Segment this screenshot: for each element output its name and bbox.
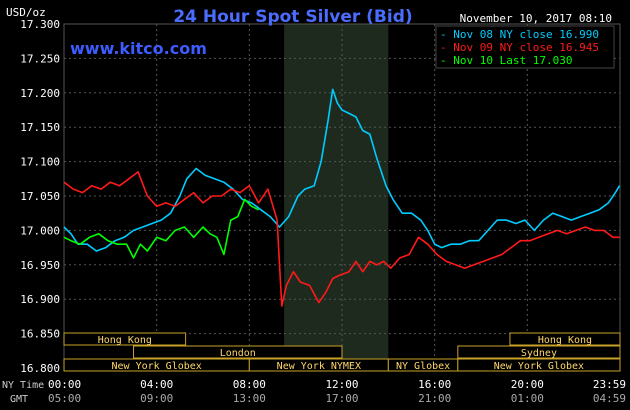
y-tick-label: 16.900 <box>20 293 60 306</box>
watermark: www.kitco.com <box>70 39 207 58</box>
x-tick-label-gmt: 17:00 <box>325 392 358 405</box>
grid-lines <box>64 23 620 369</box>
session-bar <box>509 332 621 346</box>
session-label: Sydney <box>521 348 557 359</box>
x-tick-label-ny: 20:00 <box>511 378 544 391</box>
x-tick-label-gmt: 01:00 <box>511 392 544 405</box>
series-layer <box>63 88 621 307</box>
x-tick-label-ny: 08:00 <box>233 378 266 391</box>
legend-item-nov10: - Nov 10 Last 17.030 <box>440 54 572 67</box>
x-tick-label-gmt: 05:00 <box>48 392 81 405</box>
ny-time-label: NY Time <box>2 380 44 391</box>
session-bar <box>457 358 621 372</box>
y-axis: 17.300 17.250 17.200 17.150 17.100 17.050 17.0… <box>20 18 60 375</box>
series-line-1 <box>63 171 620 307</box>
session-label: Hong Kong <box>98 335 152 346</box>
x-tick-label-gmt: 09:00 <box>140 392 173 405</box>
session-label: New York Globex <box>112 361 202 372</box>
x-tick-label-ny: 12:00 <box>325 378 358 391</box>
session-bar <box>457 345 621 359</box>
unit-label: USD/oz <box>6 6 46 19</box>
x-tick-label-gmt: 04:59 <box>593 392 626 405</box>
session-label: Hong Kong <box>538 335 592 346</box>
legend-item-nov08: - Nov 08 NY close 16.990 <box>440 28 599 41</box>
y-tick-label: 17.250 <box>20 52 60 65</box>
gmt-label: GMT <box>10 394 28 405</box>
y-tick-label: 16.850 <box>20 328 60 341</box>
session-label: New York Globex <box>494 361 584 372</box>
session-bar <box>63 332 187 346</box>
y-tick-label: 16.800 <box>20 362 60 375</box>
y-tick-label: 17.000 <box>20 224 60 237</box>
y-tick-label: 16.950 <box>20 259 60 272</box>
session-label: NY Globex <box>396 361 450 372</box>
legend: - Nov 08 NY close 16.990 - Nov 09 NY clo… <box>435 25 615 69</box>
timestamp: November 10, 2017 08:10 <box>460 12 612 25</box>
y-tick-label: 17.150 <box>20 121 60 134</box>
x-tick-label-gmt: 21:00 <box>418 392 451 405</box>
x-tick-label-ny: 00:00 <box>48 378 81 391</box>
legend-item-nov09: - Nov 09 NY close 16.945 <box>440 41 599 54</box>
x-tick-label-ny: 16:00 <box>418 378 451 391</box>
y-tick-label: 17.200 <box>20 87 60 100</box>
chart-title: 24 Hour Spot Silver (Bid) <box>173 7 412 27</box>
x-tick-label-ny: 04:00 <box>140 378 173 391</box>
market-sessions: Hong Kong Hong Kong London Sydney New York G… <box>63 332 621 372</box>
series-line-0 <box>63 88 621 252</box>
legend-box <box>435 25 615 69</box>
session-bar <box>133 345 343 359</box>
series-line-2 <box>63 198 259 259</box>
x-tick-label-gmt: 13:00 <box>233 392 266 405</box>
session-label: New York NYMEX <box>277 361 361 372</box>
session-label: London <box>220 348 256 359</box>
y-tick-label: 17.100 <box>20 156 60 169</box>
y-tick-label: 17.050 <box>20 190 60 203</box>
x-tick-label-ny: 23:59 <box>593 378 626 391</box>
y-tick-label: 17.300 <box>20 18 60 31</box>
